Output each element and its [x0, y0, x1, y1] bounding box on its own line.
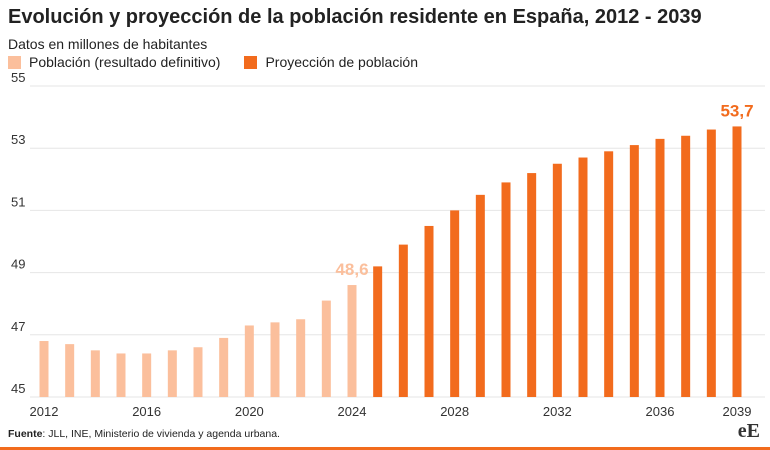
bar-historical-2023: [321, 300, 331, 397]
bar-historical-2024: [347, 285, 357, 397]
legend-label-projection: Proyección de población: [265, 54, 418, 70]
y-tick-label: 47: [11, 319, 25, 334]
y-tick-label: 45: [11, 381, 25, 396]
bar-projection-2035: [629, 145, 639, 397]
data-label-2024: 48,6: [335, 260, 368, 279]
source-text: : JLL, INE, Ministerio de vivienda y age…: [42, 428, 280, 440]
y-tick-label: 53: [11, 132, 25, 147]
bar-projection-2036: [655, 138, 665, 397]
data-label-2039: 53,7: [720, 101, 753, 120]
chart-subtitle: Datos en millones de habitantes: [8, 36, 208, 52]
legend-swatch-historical: [8, 55, 21, 69]
source-label: Fuente: [8, 428, 43, 440]
bar-projection-2033: [578, 157, 588, 397]
x-tick-label: 2036: [646, 404, 675, 419]
bar-projection-2038: [706, 129, 716, 398]
bar-projection-2030: [501, 182, 511, 397]
bar-historical-2014: [90, 350, 100, 397]
bar-projection-2025: [373, 266, 383, 397]
bar-historical-2021: [270, 322, 280, 397]
source-footer: Fuente: JLL, INE, Ministerio de vivienda…: [8, 428, 280, 440]
y-tick-label: 55: [11, 70, 25, 85]
bottom-accent-bar: [0, 447, 770, 450]
bar-projection-2028: [450, 210, 460, 397]
bar-projection-2026: [398, 244, 408, 397]
x-tick-label: 2032: [543, 404, 572, 419]
brand-logo: eE: [737, 420, 760, 442]
y-tick-label: 49: [11, 257, 25, 272]
bar-projection-2037: [681, 135, 691, 397]
bar-historical-2017: [167, 350, 177, 397]
x-tick-label: 2024: [338, 404, 367, 419]
bar-projection-2027: [424, 225, 434, 397]
x-tick-label: 2039: [723, 404, 752, 419]
bar-historical-2020: [244, 325, 254, 397]
bar-projection-2032: [552, 163, 562, 397]
bar-projection-2039: [732, 126, 742, 398]
legend: Población (resultado definitivo) Proyecc…: [8, 54, 442, 70]
bar-historical-2015: [116, 353, 126, 397]
bar-historical-2022: [296, 319, 306, 397]
x-tick-label: 2028: [440, 404, 469, 419]
legend-item-historical: Población (resultado definitivo): [8, 54, 220, 70]
bar-historical-2013: [65, 344, 75, 397]
y-tick-label: 51: [11, 194, 25, 209]
legend-item-projection: Proyección de población: [244, 54, 418, 70]
bar-historical-2018: [193, 347, 203, 397]
bar-historical-2016: [142, 353, 152, 397]
bar-historical-2019: [219, 337, 229, 397]
bar-projection-2031: [527, 173, 537, 397]
chart-title: Evolución y proyección de la población r…: [8, 6, 702, 28]
x-tick-label: 2012: [30, 404, 59, 419]
bar-historical-2012: [39, 341, 49, 397]
x-tick-label: 2016: [132, 404, 161, 419]
legend-swatch-projection: [244, 55, 258, 69]
legend-label-historical: Población (resultado definitivo): [29, 54, 221, 70]
x-tick-label: 2020: [235, 404, 264, 419]
bar-projection-2029: [475, 194, 485, 397]
bar-projection-2034: [604, 151, 614, 397]
